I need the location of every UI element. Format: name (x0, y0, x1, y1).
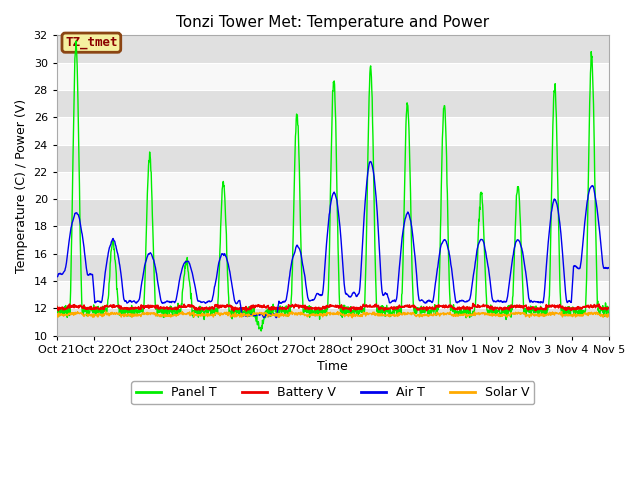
Bar (57, 227, 609, 254)
Bar (57, 117, 609, 144)
Bar (57, 144, 609, 172)
Title: Tonzi Tower Met: Temperature and Power: Tonzi Tower Met: Temperature and Power (176, 15, 490, 30)
Y-axis label: Temperature (C) / Power (V): Temperature (C) / Power (V) (15, 98, 28, 273)
Bar (57, 62, 609, 90)
Bar (57, 199, 609, 227)
Text: TZ_tmet: TZ_tmet (65, 36, 118, 49)
Bar (57, 90, 609, 117)
Legend: Panel T, Battery V, Air T, Solar V: Panel T, Battery V, Air T, Solar V (131, 382, 534, 405)
Bar (57, 254, 609, 281)
Bar (57, 172, 609, 199)
Bar (57, 308, 609, 336)
Bar (57, 281, 609, 308)
X-axis label: Time: Time (317, 360, 348, 373)
Bar (57, 36, 609, 62)
